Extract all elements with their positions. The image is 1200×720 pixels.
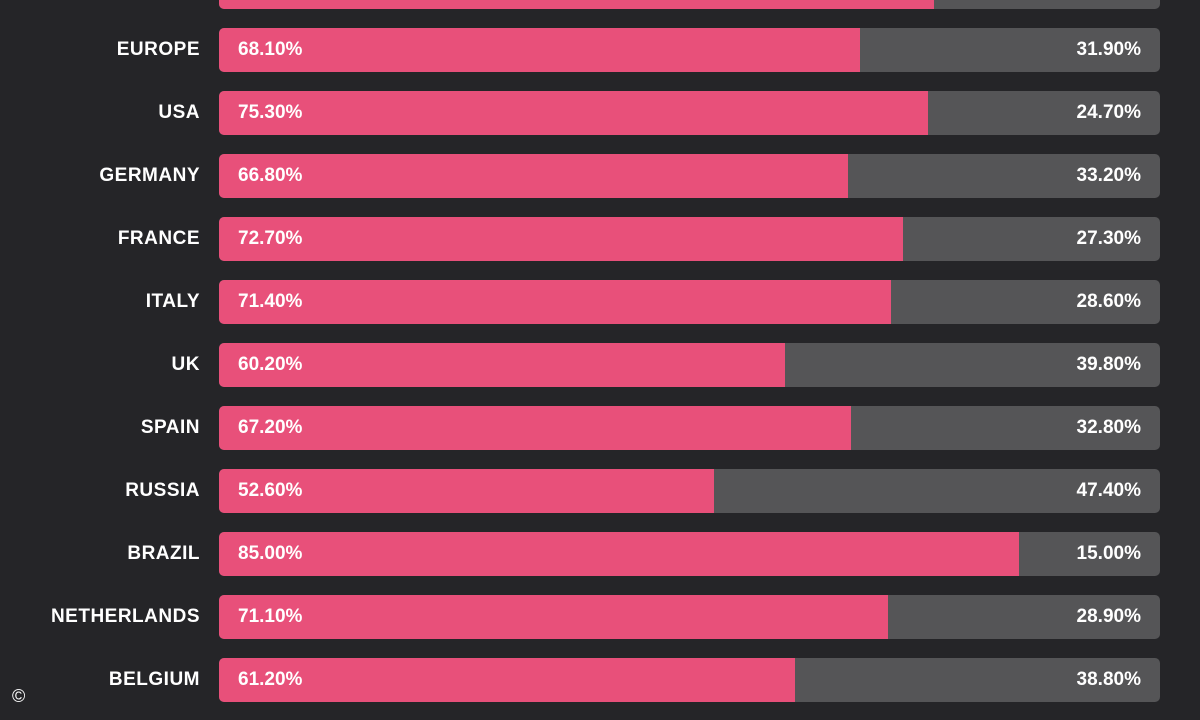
copyright-mark: ©	[12, 686, 26, 706]
bar-track: 72.70% 27.30%	[219, 217, 1160, 261]
bar-fill	[219, 658, 795, 702]
bar-fill	[219, 154, 848, 198]
category-label: UK	[171, 354, 200, 375]
remainder-label: 39.80%	[1076, 354, 1141, 375]
bar-row: BRAZIL 85.00% 15.00%	[0, 532, 1200, 576]
remainder-label: 31.90%	[1076, 39, 1141, 60]
bar-track: 61.20% 38.80%	[219, 658, 1160, 702]
bar-fill	[219, 343, 786, 387]
bar-track	[219, 0, 1160, 9]
value-label: 71.40%	[238, 291, 303, 312]
bar-fill	[219, 469, 714, 513]
remainder-label: 47.40%	[1076, 480, 1141, 501]
category-label: BELGIUM	[108, 669, 200, 690]
bar-fill	[219, 91, 928, 135]
remainder-label: 15.00%	[1076, 543, 1141, 564]
category-label: RUSSIA	[125, 480, 200, 501]
bar-track: 75.30% 24.70%	[219, 91, 1160, 135]
bar-fill	[219, 595, 889, 639]
bar-row: EUROPE 68.10% 31.90%	[0, 28, 1200, 72]
remainder-label: 32.80%	[1076, 417, 1141, 438]
value-label: 72.70%	[238, 228, 303, 249]
bar-fill	[219, 532, 1019, 576]
bar-fill	[219, 217, 904, 261]
remainder-label: 38.80%	[1076, 669, 1141, 690]
bar-track: 66.80% 33.20%	[219, 154, 1160, 198]
bar-track: 71.40% 28.60%	[219, 280, 1160, 324]
value-label: 52.60%	[238, 480, 303, 501]
bar-track: 71.10% 28.90%	[219, 595, 1160, 639]
value-label: 68.10%	[238, 39, 303, 60]
category-label: SPAIN	[140, 417, 200, 438]
category-label: EUROPE	[116, 39, 200, 60]
value-label: 60.20%	[238, 354, 303, 375]
category-label: GERMANY	[99, 165, 200, 186]
bar-track: 67.20% 32.80%	[219, 406, 1160, 450]
bar-fill	[219, 280, 891, 324]
bar-row: RUSSIA 52.60% 47.40%	[0, 469, 1200, 513]
bar-row: NETHERLANDS 71.10% 28.90%	[0, 595, 1200, 639]
bar-track: 60.20% 39.80%	[219, 343, 1160, 387]
bar-row: UK 60.20% 39.80%	[0, 343, 1200, 387]
bar-row: ITALY 71.40% 28.60%	[0, 280, 1200, 324]
remainder-label: 24.70%	[1076, 102, 1141, 123]
bar-track: 52.60% 47.40%	[219, 469, 1160, 513]
bar-fill	[219, 0, 935, 9]
bar-row: BELGIUM 61.20% 38.80%	[0, 658, 1200, 702]
bar-fill	[219, 28, 860, 72]
remainder-label: 28.60%	[1076, 291, 1141, 312]
remainder-label: 27.30%	[1076, 228, 1141, 249]
category-label: USA	[158, 102, 200, 123]
category-label: ITALY	[145, 291, 200, 312]
bar-row: FRANCE 72.70% 27.30%	[0, 217, 1200, 261]
category-label: NETHERLANDS	[50, 606, 200, 627]
value-label: 66.80%	[238, 165, 303, 186]
remainder-label: 33.20%	[1076, 165, 1141, 186]
value-label: 67.20%	[238, 417, 303, 438]
category-label: BRAZIL	[127, 543, 200, 564]
value-label: 61.20%	[238, 669, 303, 690]
value-label: 85.00%	[238, 543, 303, 564]
bar-fill	[219, 406, 852, 450]
category-label: FRANCE	[117, 228, 200, 249]
partial-top-row	[0, 0, 1200, 9]
bar-row: GERMANY 66.80% 33.20%	[0, 154, 1200, 198]
bar-row: SPAIN 67.20% 32.80%	[0, 406, 1200, 450]
value-label: 71.10%	[238, 606, 303, 627]
bar-row: USA 75.30% 24.70%	[0, 91, 1200, 135]
bar-track: 85.00% 15.00%	[219, 532, 1160, 576]
value-label: 75.30%	[238, 102, 303, 123]
bar-track: 68.10% 31.90%	[219, 28, 1160, 72]
remainder-label: 28.90%	[1076, 606, 1141, 627]
